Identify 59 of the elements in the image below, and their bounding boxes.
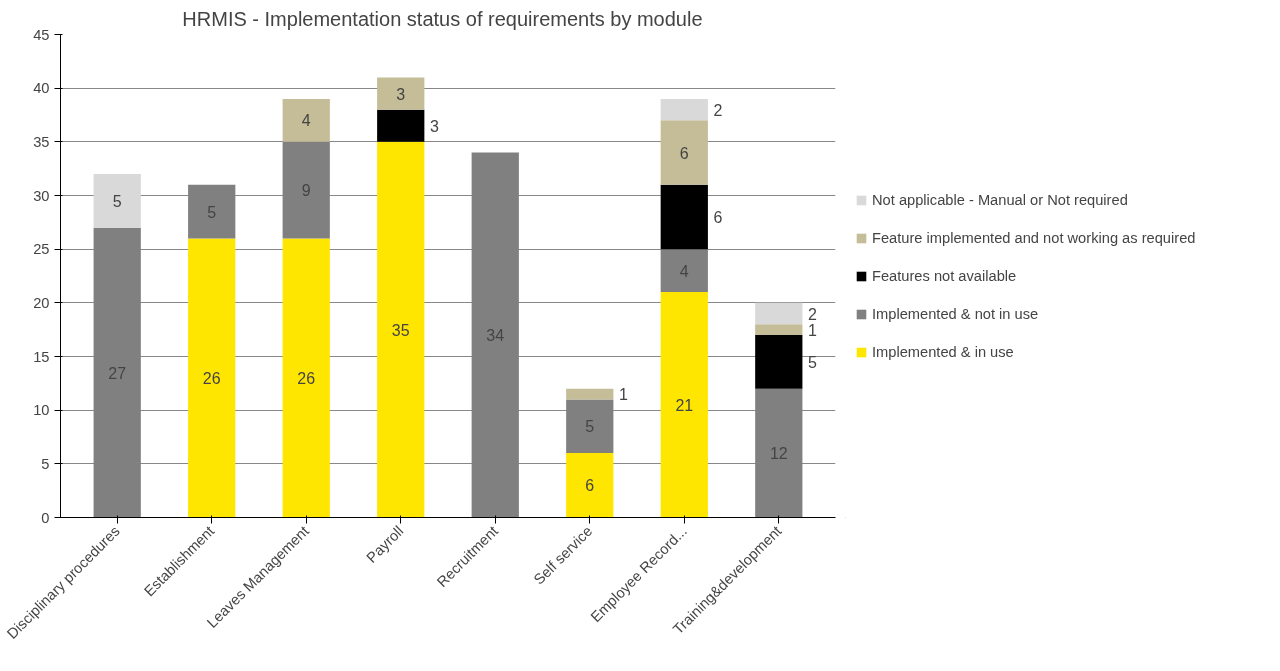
data-label: 5 xyxy=(808,353,818,371)
data-label: 35 xyxy=(391,321,410,339)
data-label: 5 xyxy=(207,203,217,221)
y-tick-label: 40 xyxy=(33,80,50,97)
bar xyxy=(755,324,803,336)
y-tick-label: 20 xyxy=(33,294,50,311)
data-label: 6 xyxy=(585,477,595,495)
bar xyxy=(755,335,803,389)
bar xyxy=(566,388,614,400)
bar xyxy=(660,184,708,250)
bar xyxy=(93,174,141,228)
y-tick-label: 15 xyxy=(33,348,50,365)
bar xyxy=(660,292,708,518)
legend-label: Implemented & not in use xyxy=(872,305,1039,322)
y-tick-label: 45 xyxy=(33,26,50,43)
data-label: 6 xyxy=(679,144,689,162)
data-label: 12 xyxy=(769,445,788,463)
chart-title: HRMIS - Implementation status of requirements by module xyxy=(182,7,703,30)
bar xyxy=(660,98,708,121)
data-label: 26 xyxy=(202,369,221,387)
bar xyxy=(660,120,708,185)
data-label: 21 xyxy=(675,396,694,414)
y-tick-label: 30 xyxy=(33,187,50,204)
data-label: 1 xyxy=(808,321,818,339)
data-label: 1 xyxy=(619,386,629,404)
bar xyxy=(377,109,425,142)
bar xyxy=(188,238,236,518)
y-tick-label: 5 xyxy=(41,455,50,472)
bar xyxy=(377,77,425,110)
y-tick-label: 25 xyxy=(33,241,50,258)
y-tick-label: 35 xyxy=(33,133,50,150)
data-label: 4 xyxy=(301,112,311,130)
bar xyxy=(660,249,708,293)
y-tick-label: 10 xyxy=(33,402,50,419)
data-label: 5 xyxy=(112,192,122,210)
bar xyxy=(282,141,330,239)
bar xyxy=(377,141,425,518)
data-label: 9 xyxy=(301,182,311,200)
data-label: 26 xyxy=(297,369,316,387)
data-label: 2 xyxy=(713,101,723,119)
bar xyxy=(566,399,614,454)
bar xyxy=(282,98,330,142)
data-label: 5 xyxy=(585,418,595,436)
bar xyxy=(188,184,236,239)
data-label: 2 xyxy=(808,305,818,323)
data-label: 4 xyxy=(679,262,689,280)
bar xyxy=(755,302,803,325)
data-label: 6 xyxy=(713,208,723,226)
data-label: 3 xyxy=(430,117,440,135)
legend-label: Feature implemented and not working as required xyxy=(872,229,1196,246)
y-tick-label: 0 xyxy=(41,509,50,526)
bar xyxy=(282,238,330,518)
legend-label: Features not available xyxy=(872,267,1017,284)
data-label: 27 xyxy=(108,364,127,382)
legend-label: Not applicable - Manual or Not required xyxy=(872,191,1128,208)
legend-label: Implemented & in use xyxy=(872,343,1014,360)
bar xyxy=(566,453,614,518)
data-label: 34 xyxy=(486,327,505,345)
data-label: 3 xyxy=(396,85,406,103)
